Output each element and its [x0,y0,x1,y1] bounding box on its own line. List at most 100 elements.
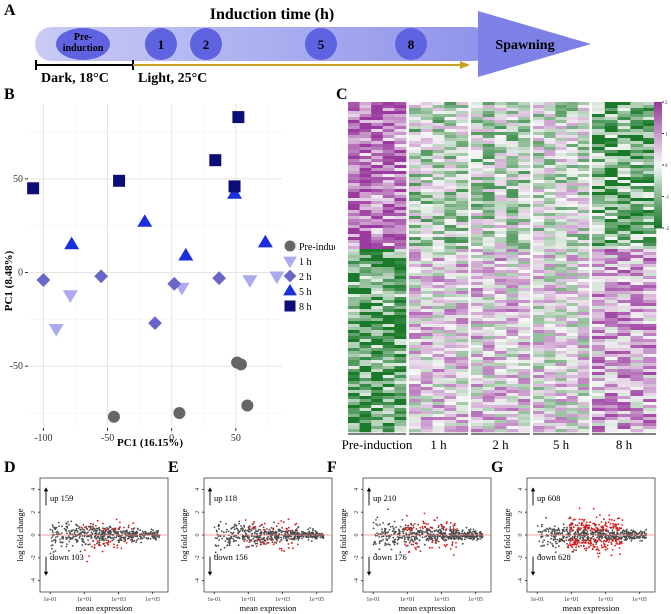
heatmap-cell [494,252,507,256]
heatmap-cell [518,300,531,304]
heatmap-cell [359,411,372,415]
ma-point [259,529,262,531]
heatmap-cell [456,180,469,184]
heatmap-cell [420,165,433,169]
heatmap-cell [382,174,395,178]
heatmap-cell [444,315,457,319]
heatmap-cell [394,111,407,115]
heatmap-cell [371,129,384,133]
ma-point [84,543,87,545]
heatmap-cell [518,225,531,229]
heatmap-cell [382,192,395,196]
heatmap-cell [444,198,457,202]
heatmap-cell [444,153,457,157]
heatmap-cell [630,429,644,433]
heatmap-cell [617,180,631,184]
ma-significant-point [408,541,411,544]
heatmap-cell [494,189,507,193]
heatmap-cell [592,336,606,340]
ma-point [415,535,418,537]
heatmap-cell [518,135,531,139]
heatmap-cell [643,153,657,157]
ma-point [471,536,474,539]
heatmap-cell [506,333,519,337]
heatmap-cell [617,216,631,220]
heatmap-cell [643,360,657,364]
heatmap-cell [592,216,606,220]
heatmap-cell [371,291,384,295]
heatmap-cell [371,201,384,205]
heatmap-cell [533,177,545,181]
heatmap-cell [544,189,556,193]
heatmap-cell [566,246,579,250]
heatmap-cell [382,102,395,106]
heatmap-cell [577,240,590,244]
heatmap-cell [544,306,556,310]
heatmap-cell [506,135,519,139]
heatmap-cell [409,375,422,379]
heatmap-cell [630,171,644,175]
heatmap-cell [533,267,545,271]
ma-point [132,527,135,530]
heatmap-cell [533,258,545,262]
heatmap-cell [617,153,631,157]
ma-point [157,529,159,532]
heatmap-cell [518,117,531,121]
heatmap-cell [555,120,567,124]
timeline-title: Induction time (h) [210,6,334,23]
heatmap-cell [604,282,618,286]
ma-point [414,539,416,541]
heatmap-cell [630,366,644,370]
heatmap-cell [555,114,567,118]
ma-significant-point [427,528,430,530]
ma-point [384,544,386,547]
heatmap-cell [643,180,657,184]
heatmap-cell [592,228,606,232]
heatmap-cell [420,387,433,391]
heatmap-cell [482,222,495,226]
ma-point [279,529,282,532]
heatmap-cell [432,297,445,301]
heatmap-cell [394,234,407,238]
ma-significant-point [119,521,121,524]
heatmap-cell [592,315,606,319]
heatmap-cell [518,267,531,271]
heatmap-cell [371,390,384,394]
heatmap-cell [555,345,567,349]
heatmap-cell [444,294,457,298]
heatmap-cell [592,324,606,328]
heatmap-cell [348,399,360,403]
heatmap-cell [506,234,519,238]
heatmap-cell [566,327,579,331]
heatmap-cell [348,222,360,226]
heatmap-cell [348,180,360,184]
heatmap-cell [566,234,579,238]
heatmap-cell [348,381,360,385]
ma-point [452,535,455,537]
heatmap-cell [348,297,360,301]
ma-significant-point [253,520,255,523]
heatmap-cell [456,351,469,355]
colorbar-segment [654,177,662,182]
ma-significant-point [424,526,426,529]
heatmap-cell [482,147,495,151]
heatmap-cell [409,201,422,205]
heatmap-cell [643,198,657,202]
heatmap-cell [471,129,484,133]
heatmap-cell [643,114,657,118]
ma-point [420,531,423,534]
heatmap-cell [617,201,631,205]
heatmap-cell [409,258,422,262]
heatmap-cell [348,354,360,358]
ma-point [137,537,140,540]
heatmap-cell [506,402,519,406]
ma-point [92,523,95,526]
heatmap-cell [533,234,545,238]
colorbar-segment [654,114,662,119]
ma-point [237,530,240,533]
heatmap-cell [444,186,457,190]
ma-point [259,536,262,539]
heatmap-cell [382,204,395,208]
heatmap-cell [577,216,590,220]
ma-point [392,536,395,539]
